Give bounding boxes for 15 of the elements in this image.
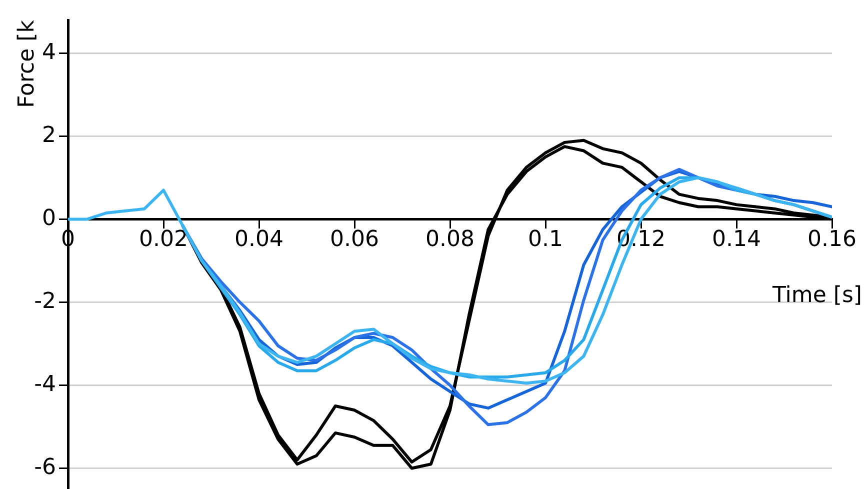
y-tick-label: -2 [34, 288, 56, 314]
x-tick-label: 0.04 [234, 227, 284, 252]
x-tick-label: 0.02 [139, 227, 188, 252]
y-tick-label: -4 [34, 372, 56, 397]
y-tick-label: 2 [42, 122, 56, 148]
x-tick-label: 0.16 [808, 227, 856, 252]
y-tick-label: 0 [42, 206, 56, 231]
x-axis-title: Time [s] [772, 282, 862, 308]
y-tick-label: -6 [34, 454, 56, 480]
x-tick-label: 0.08 [426, 227, 474, 252]
y-tick-label: 4 [42, 40, 56, 65]
x-tick-label: 0.06 [330, 227, 379, 252]
x-tick-label: 0.1 [528, 227, 563, 252]
x-tick-label: 0.14 [712, 227, 761, 252]
y-axis-title: Force [k [14, 20, 40, 108]
